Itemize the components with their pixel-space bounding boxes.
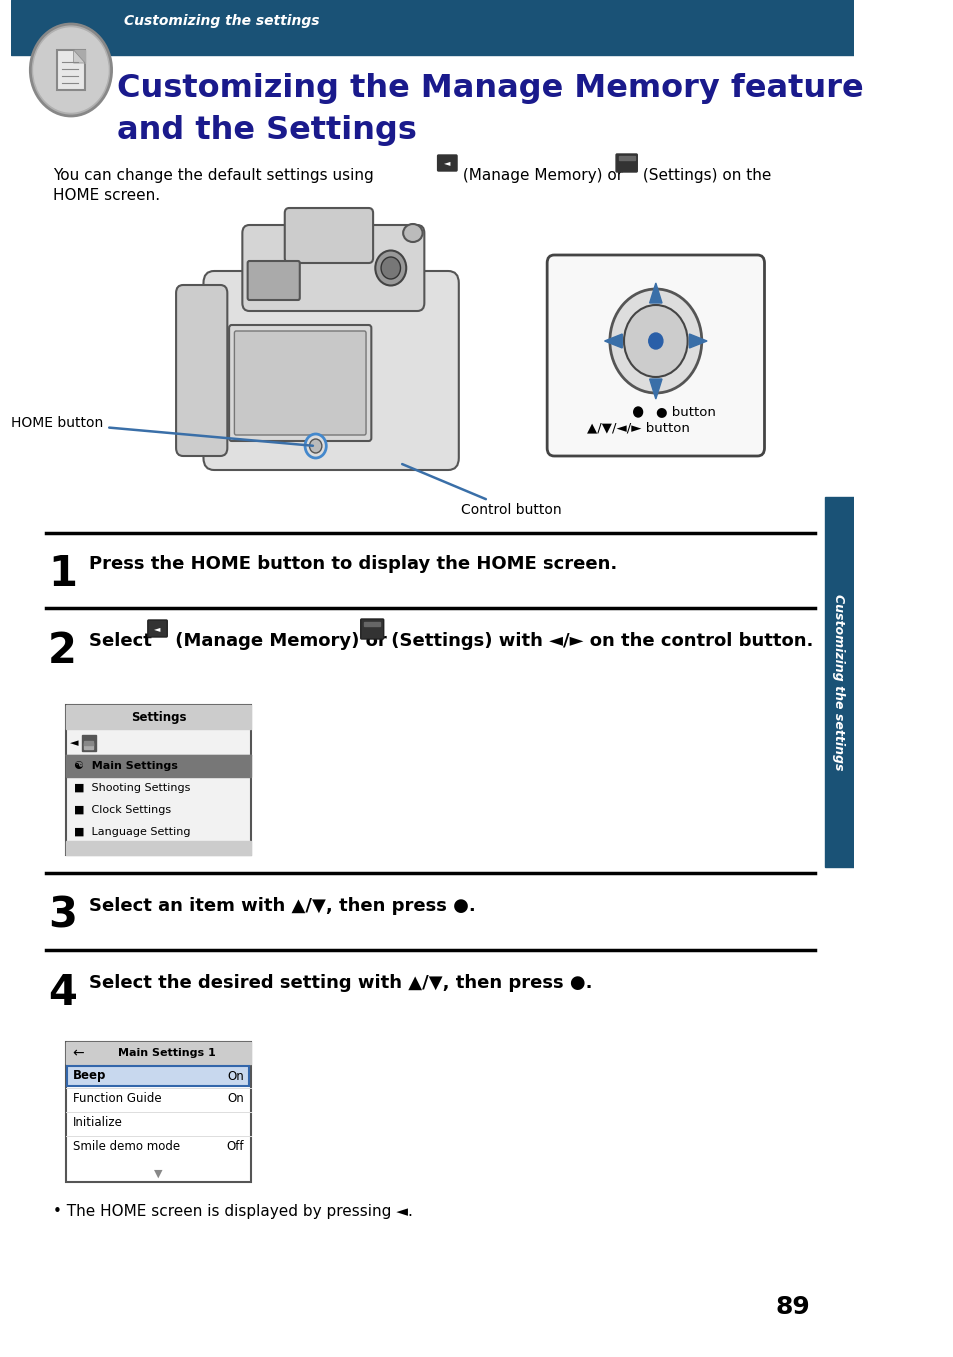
Polygon shape (689, 334, 706, 347)
Text: Initialize: Initialize (72, 1117, 123, 1129)
FancyBboxPatch shape (437, 155, 456, 171)
Text: ■  Shooting Settings: ■ Shooting Settings (74, 783, 191, 792)
Text: You can change the default settings using: You can change the default settings usin… (53, 168, 374, 183)
Text: (Manage Memory) or: (Manage Memory) or (457, 168, 627, 183)
Text: ◄: ◄ (154, 624, 161, 634)
Text: On: On (227, 1069, 244, 1083)
Bar (84, 744, 93, 749)
Text: (Settings) on the: (Settings) on the (638, 168, 771, 183)
FancyBboxPatch shape (203, 271, 458, 470)
Text: ◄: ◄ (70, 738, 78, 748)
Bar (84, 741, 93, 745)
Text: Smile demo mode: Smile demo mode (72, 1140, 180, 1153)
FancyBboxPatch shape (234, 331, 366, 436)
Text: 89: 89 (775, 1295, 810, 1319)
Circle shape (309, 440, 321, 453)
Text: On: On (227, 1092, 244, 1106)
Text: 1: 1 (48, 554, 77, 594)
Text: Off: Off (227, 1140, 244, 1153)
Polygon shape (649, 284, 661, 303)
FancyBboxPatch shape (360, 619, 383, 639)
Text: ◄: ◄ (443, 159, 450, 167)
Polygon shape (73, 50, 85, 62)
Text: (Manage Memory) or: (Manage Memory) or (169, 632, 393, 650)
Text: Function Guide: Function Guide (72, 1092, 161, 1106)
Bar (66, 706, 251, 855)
Bar (364, 622, 380, 626)
FancyBboxPatch shape (616, 153, 637, 172)
Text: (Settings) with ◄/► on the control button.: (Settings) with ◄/► on the control butto… (385, 632, 813, 650)
Text: 4: 4 (48, 972, 77, 1014)
Text: ▼: ▼ (154, 1168, 163, 1179)
Text: Select: Select (89, 632, 157, 650)
FancyBboxPatch shape (547, 255, 763, 456)
Polygon shape (604, 334, 621, 347)
Bar (66, 841, 251, 855)
Text: HOME screen.: HOME screen. (53, 189, 160, 204)
FancyBboxPatch shape (229, 324, 371, 441)
Text: Press the HOME button to display the HOME screen.: Press the HOME button to display the HOM… (89, 555, 617, 573)
Text: ☯  Main Settings: ☯ Main Settings (74, 761, 178, 771)
FancyBboxPatch shape (248, 261, 299, 300)
Text: Main Settings 1: Main Settings 1 (118, 1048, 216, 1058)
Text: Beep: Beep (72, 1069, 106, 1083)
Text: 3: 3 (48, 896, 77, 936)
Text: ■  Language Setting: ■ Language Setting (74, 826, 191, 837)
FancyBboxPatch shape (284, 208, 373, 263)
Polygon shape (649, 379, 661, 399)
Text: ←: ← (72, 1046, 84, 1060)
Circle shape (648, 332, 662, 349)
FancyBboxPatch shape (242, 225, 424, 311)
Bar (66, 754, 251, 778)
Bar (66, 1042, 251, 1182)
Text: HOME button: HOME button (11, 417, 313, 445)
Bar (10, 0, 853, 56)
Text: Customizing the settings: Customizing the settings (124, 14, 319, 28)
Text: Control button: Control button (402, 464, 561, 517)
Circle shape (623, 305, 687, 377)
Bar (66, 1042, 251, 1064)
Text: and the Settings: and the Settings (117, 115, 416, 147)
Text: ■  Clock Settings: ■ Clock Settings (74, 805, 172, 816)
Circle shape (633, 407, 642, 417)
Bar (66, 706, 251, 729)
Circle shape (609, 289, 701, 394)
Text: ▲/▼/◄/► button: ▲/▼/◄/► button (586, 422, 689, 434)
Text: • The HOME screen is displayed by pressing ◄.: • The HOME screen is displayed by pressi… (53, 1204, 413, 1219)
FancyBboxPatch shape (148, 620, 167, 636)
Text: Select an item with ▲/▼, then press ●.: Select an item with ▲/▼, then press ●. (89, 897, 475, 915)
Bar (823, 497, 853, 867)
Text: Customizing the Manage Memory feature: Customizing the Manage Memory feature (117, 73, 862, 104)
Circle shape (305, 434, 326, 459)
Text: Select the desired setting with ▲/▼, then press ●.: Select the desired setting with ▲/▼, the… (89, 974, 592, 992)
Circle shape (33, 28, 108, 113)
Ellipse shape (375, 251, 406, 285)
Text: Settings: Settings (131, 711, 186, 723)
FancyBboxPatch shape (57, 50, 85, 90)
Ellipse shape (403, 224, 422, 242)
Bar (81, 735, 95, 750)
Text: Customizing the settings: Customizing the settings (831, 594, 844, 771)
Text: ● button: ● button (655, 406, 715, 418)
Circle shape (30, 24, 112, 115)
Ellipse shape (380, 256, 400, 280)
Text: 2: 2 (48, 630, 77, 672)
Bar (68, 1067, 249, 1086)
FancyBboxPatch shape (176, 285, 227, 456)
Bar (618, 156, 634, 160)
Polygon shape (73, 50, 85, 62)
